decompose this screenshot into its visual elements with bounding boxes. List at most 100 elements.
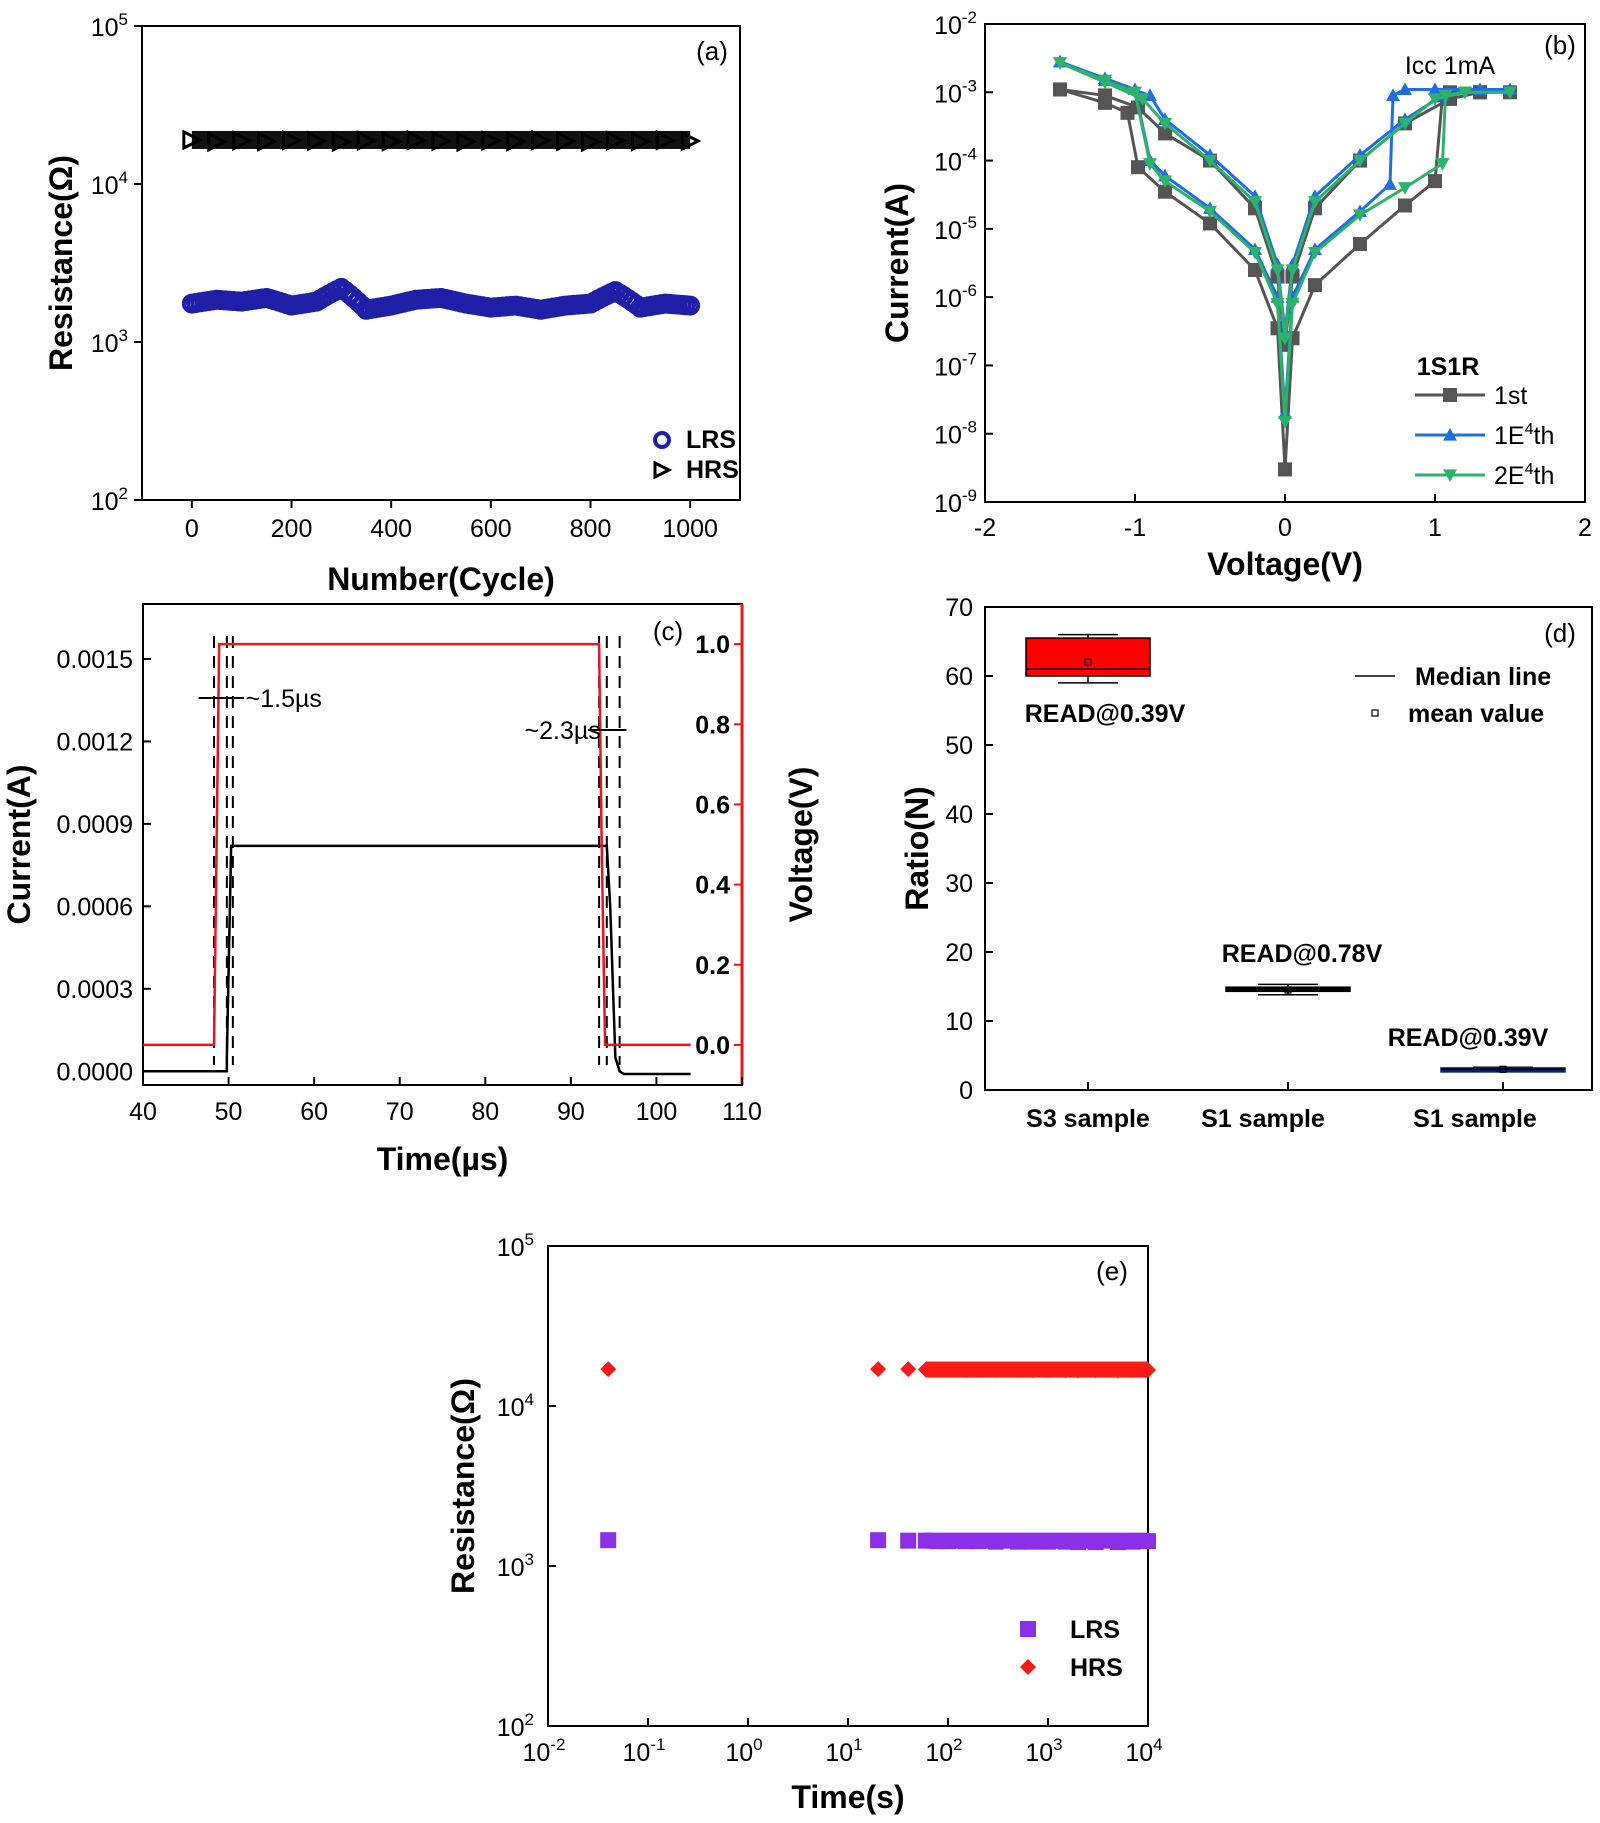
data-point [1435, 158, 1450, 171]
data-point [1024, 1362, 1041, 1379]
data-point [1158, 126, 1172, 141]
x-tick-label: 200 [271, 515, 313, 543]
data-point [1053, 82, 1067, 97]
y-tick-label: 10-3 [934, 76, 977, 108]
panel-label: (a) [696, 36, 728, 66]
data-point [1009, 1361, 1026, 1378]
box-annotation: READ@0.39V [1025, 700, 1186, 728]
data-point [917, 1361, 934, 1378]
data-point [282, 129, 303, 151]
y-tick-label: 20 [945, 939, 973, 967]
x-tick-label: 40 [129, 1098, 157, 1126]
y2-tick-label: 0.0 [695, 1032, 730, 1060]
data-point [1278, 416, 1292, 429]
data-point [1098, 88, 1112, 103]
x-tick-label: 110 [722, 1098, 762, 1126]
x-tick-label: 10-1 [623, 1735, 666, 1767]
data-point [1398, 82, 1412, 96]
data-point [1428, 93, 1442, 106]
data-point [605, 130, 627, 152]
data-point [1398, 182, 1412, 195]
data-point [556, 130, 577, 152]
y-tick-label: 10-7 [934, 349, 977, 381]
legend-label: HRS [686, 456, 739, 484]
data-point [1278, 332, 1292, 346]
x-tick-label: 0 [1278, 514, 1292, 542]
data-point [1158, 184, 1172, 199]
data-point [1383, 177, 1397, 190]
data-point [1398, 198, 1412, 213]
y-axis-label: Resistance(Ω) [445, 1378, 481, 1594]
legend-marker [1443, 428, 1457, 441]
y-tick-label: 104 [497, 1390, 534, 1422]
y2-tick-label: 0.8 [695, 711, 730, 739]
data-point [940, 1533, 956, 1550]
y2-axis-label: Voltage(V) [783, 767, 819, 923]
rise-time-annotation: ~1.5µs [246, 685, 322, 713]
data-point [970, 1533, 987, 1550]
data-point [1143, 158, 1157, 171]
data-point [1053, 57, 1067, 70]
data-point [331, 131, 353, 153]
y-tick-label: 103 [497, 1550, 534, 1582]
data-point [1398, 117, 1412, 131]
chart-panel-d: 0 10 20 30 40 50 60 70 S3 sample S1 sample S1 samp… [899, 594, 1593, 1133]
data-point [900, 1532, 917, 1549]
x-tick-label: -1 [1124, 514, 1146, 542]
panel-label: (e) [1096, 1256, 1128, 1286]
data-point [987, 1361, 1004, 1378]
y-tick-label: 0.0012 [57, 728, 133, 756]
legend-label: LRS [686, 426, 736, 454]
data-point [481, 130, 503, 152]
legend-label: 2E4th [1494, 461, 1554, 490]
data-point [870, 1361, 887, 1378]
y-axis-label: Resistance(Ω) [43, 155, 79, 371]
data-point [1024, 1533, 1041, 1550]
y-tick-label: 50 [945, 732, 973, 760]
x-tick-label: 1000 [662, 515, 718, 543]
data-point [1428, 174, 1442, 189]
data-point [182, 129, 204, 151]
data-point [957, 1533, 974, 1550]
data-point [1248, 246, 1262, 260]
y2-tick-label: 0.4 [695, 872, 730, 900]
series-line [143, 844, 691, 1076]
data-point [356, 130, 378, 152]
x-axis-label: Time(s) [791, 1779, 904, 1815]
data-point [1087, 1362, 1104, 1379]
panel-label: (d) [1544, 618, 1576, 648]
data-point [1248, 196, 1262, 209]
box-annotation: READ@0.39V [1388, 1024, 1549, 1052]
legend-marker [1443, 388, 1457, 402]
x-tick-label: 70 [386, 1098, 414, 1126]
y-tick-label: 10-5 [934, 213, 977, 245]
plot-frame-a [141, 25, 741, 501]
data-point [917, 1532, 934, 1549]
data-point [1131, 160, 1145, 175]
legend-marker [1020, 1621, 1036, 1637]
x-tick-label: 100 [636, 1098, 678, 1126]
y-axis-label: Ratio(N) [899, 786, 935, 910]
data-point [1070, 1534, 1087, 1551]
mean-marker [1284, 986, 1292, 994]
data-point [1040, 1533, 1056, 1550]
y-tick-label: 0.0009 [57, 811, 133, 839]
data-point [1458, 86, 1472, 100]
legend-label: mean value [1408, 700, 1544, 728]
data-point [600, 1361, 617, 1378]
y-tick-label: 104 [91, 168, 128, 200]
y-tick-label: 40 [945, 801, 973, 829]
panel-label: (c) [653, 616, 683, 646]
data-point [1308, 278, 1322, 293]
data-point [940, 1361, 956, 1378]
data-point [600, 1532, 617, 1549]
x-tick-label: 800 [570, 515, 612, 543]
data-point [1278, 462, 1292, 477]
legend-marker [1371, 709, 1379, 717]
plot-frame-e [547, 1245, 1149, 1727]
data-point [1109, 1534, 1126, 1551]
x-tick-label: 10-2 [523, 1735, 566, 1767]
y-axis-label: Current(A) [1, 765, 37, 925]
data-point [930, 1361, 947, 1378]
